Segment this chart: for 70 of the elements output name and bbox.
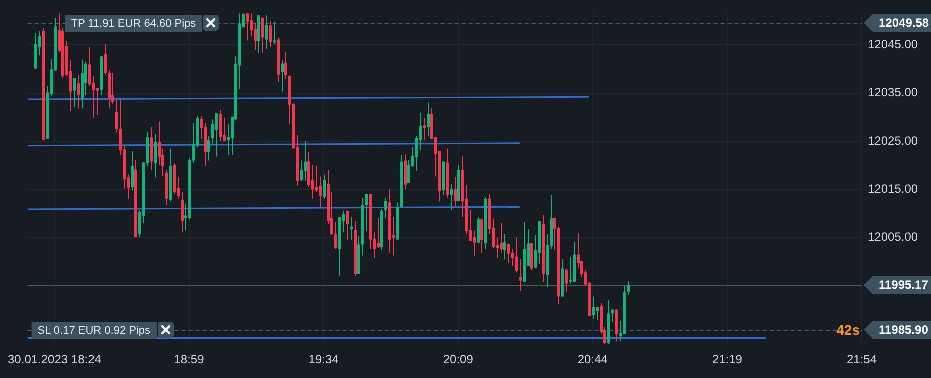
y-tick-label: 12045.00 <box>868 37 918 52</box>
candlestick <box>261 16 264 54</box>
candlestick <box>503 234 506 260</box>
annotation: TP 11.91 EUR 64.60 Pips <box>71 18 197 30</box>
candlestick <box>627 280 630 296</box>
candlestick <box>269 20 272 48</box>
candlestick <box>73 78 76 108</box>
candlestick <box>311 164 314 200</box>
candlestick <box>77 74 80 110</box>
candlestick <box>569 256 572 284</box>
ref-line-label: 12049.58 <box>879 16 930 30</box>
candlestick <box>246 13 249 42</box>
candlestick <box>215 112 218 158</box>
candlestick <box>384 197 387 220</box>
x-tick-label: 30.01.2023 18:24 <box>8 352 102 367</box>
candlestick <box>307 152 310 188</box>
candlestick <box>480 219 483 254</box>
y-tick-label: 12005.00 <box>868 230 918 244</box>
candlestick <box>427 102 430 138</box>
candlestick <box>88 46 91 87</box>
candlestick <box>519 258 522 292</box>
candlestick <box>265 15 268 50</box>
candlestick <box>454 176 457 208</box>
candlestick <box>254 22 257 51</box>
candlestick <box>273 21 276 46</box>
annotation: SL 0.17 EUR 0.92 Pips <box>38 325 152 338</box>
candlestick <box>304 140 307 182</box>
candlestick <box>515 237 518 274</box>
x-tick-label: 20:09 <box>443 352 474 367</box>
x-tick-label: 20:44 <box>578 352 608 367</box>
candlestick <box>223 117 226 142</box>
candlestick <box>450 184 453 211</box>
x-tick-label: 21:19 <box>712 352 743 367</box>
candlestick <box>219 110 222 142</box>
x-tick-label: 19:34 <box>308 352 340 367</box>
candlestick <box>334 222 337 250</box>
candlestick <box>473 230 476 256</box>
y-tick-label: 12015.00 <box>868 182 918 196</box>
candlestick <box>596 306 599 321</box>
candlestick <box>500 222 503 254</box>
ref-line-label: 11995.17 <box>879 278 929 292</box>
candlestick <box>407 160 410 184</box>
candlestick <box>154 134 157 178</box>
candlestick <box>611 309 614 323</box>
candlestick <box>284 52 287 80</box>
y-tick-label: 12025.00 <box>868 134 918 148</box>
x-tick-label: 21:54 <box>846 352 878 367</box>
candlestick <box>323 174 326 200</box>
candlestick <box>131 150 134 192</box>
candlestick <box>111 72 114 104</box>
candlestick <box>346 210 349 241</box>
y-tick-label: 12035.00 <box>868 86 918 100</box>
candlestick <box>300 160 303 182</box>
candlestick <box>319 176 322 208</box>
candlestick <box>207 136 210 162</box>
candlestick <box>377 218 380 250</box>
candlestick <box>507 243 510 264</box>
candlestick <box>104 44 107 76</box>
candlestick <box>592 296 595 320</box>
candlestick <box>281 59 284 92</box>
candlestick <box>477 216 480 244</box>
ref-line-label: 11985.90 <box>879 322 929 337</box>
candlestick <box>423 118 426 141</box>
candlestick <box>181 192 184 234</box>
candlestick <box>350 216 353 240</box>
candlestick <box>565 268 568 293</box>
candlestick <box>365 194 368 232</box>
annotation: 42s <box>836 322 860 338</box>
candlestick <box>250 13 253 37</box>
x-tick-label: 18:59 <box>174 352 205 367</box>
